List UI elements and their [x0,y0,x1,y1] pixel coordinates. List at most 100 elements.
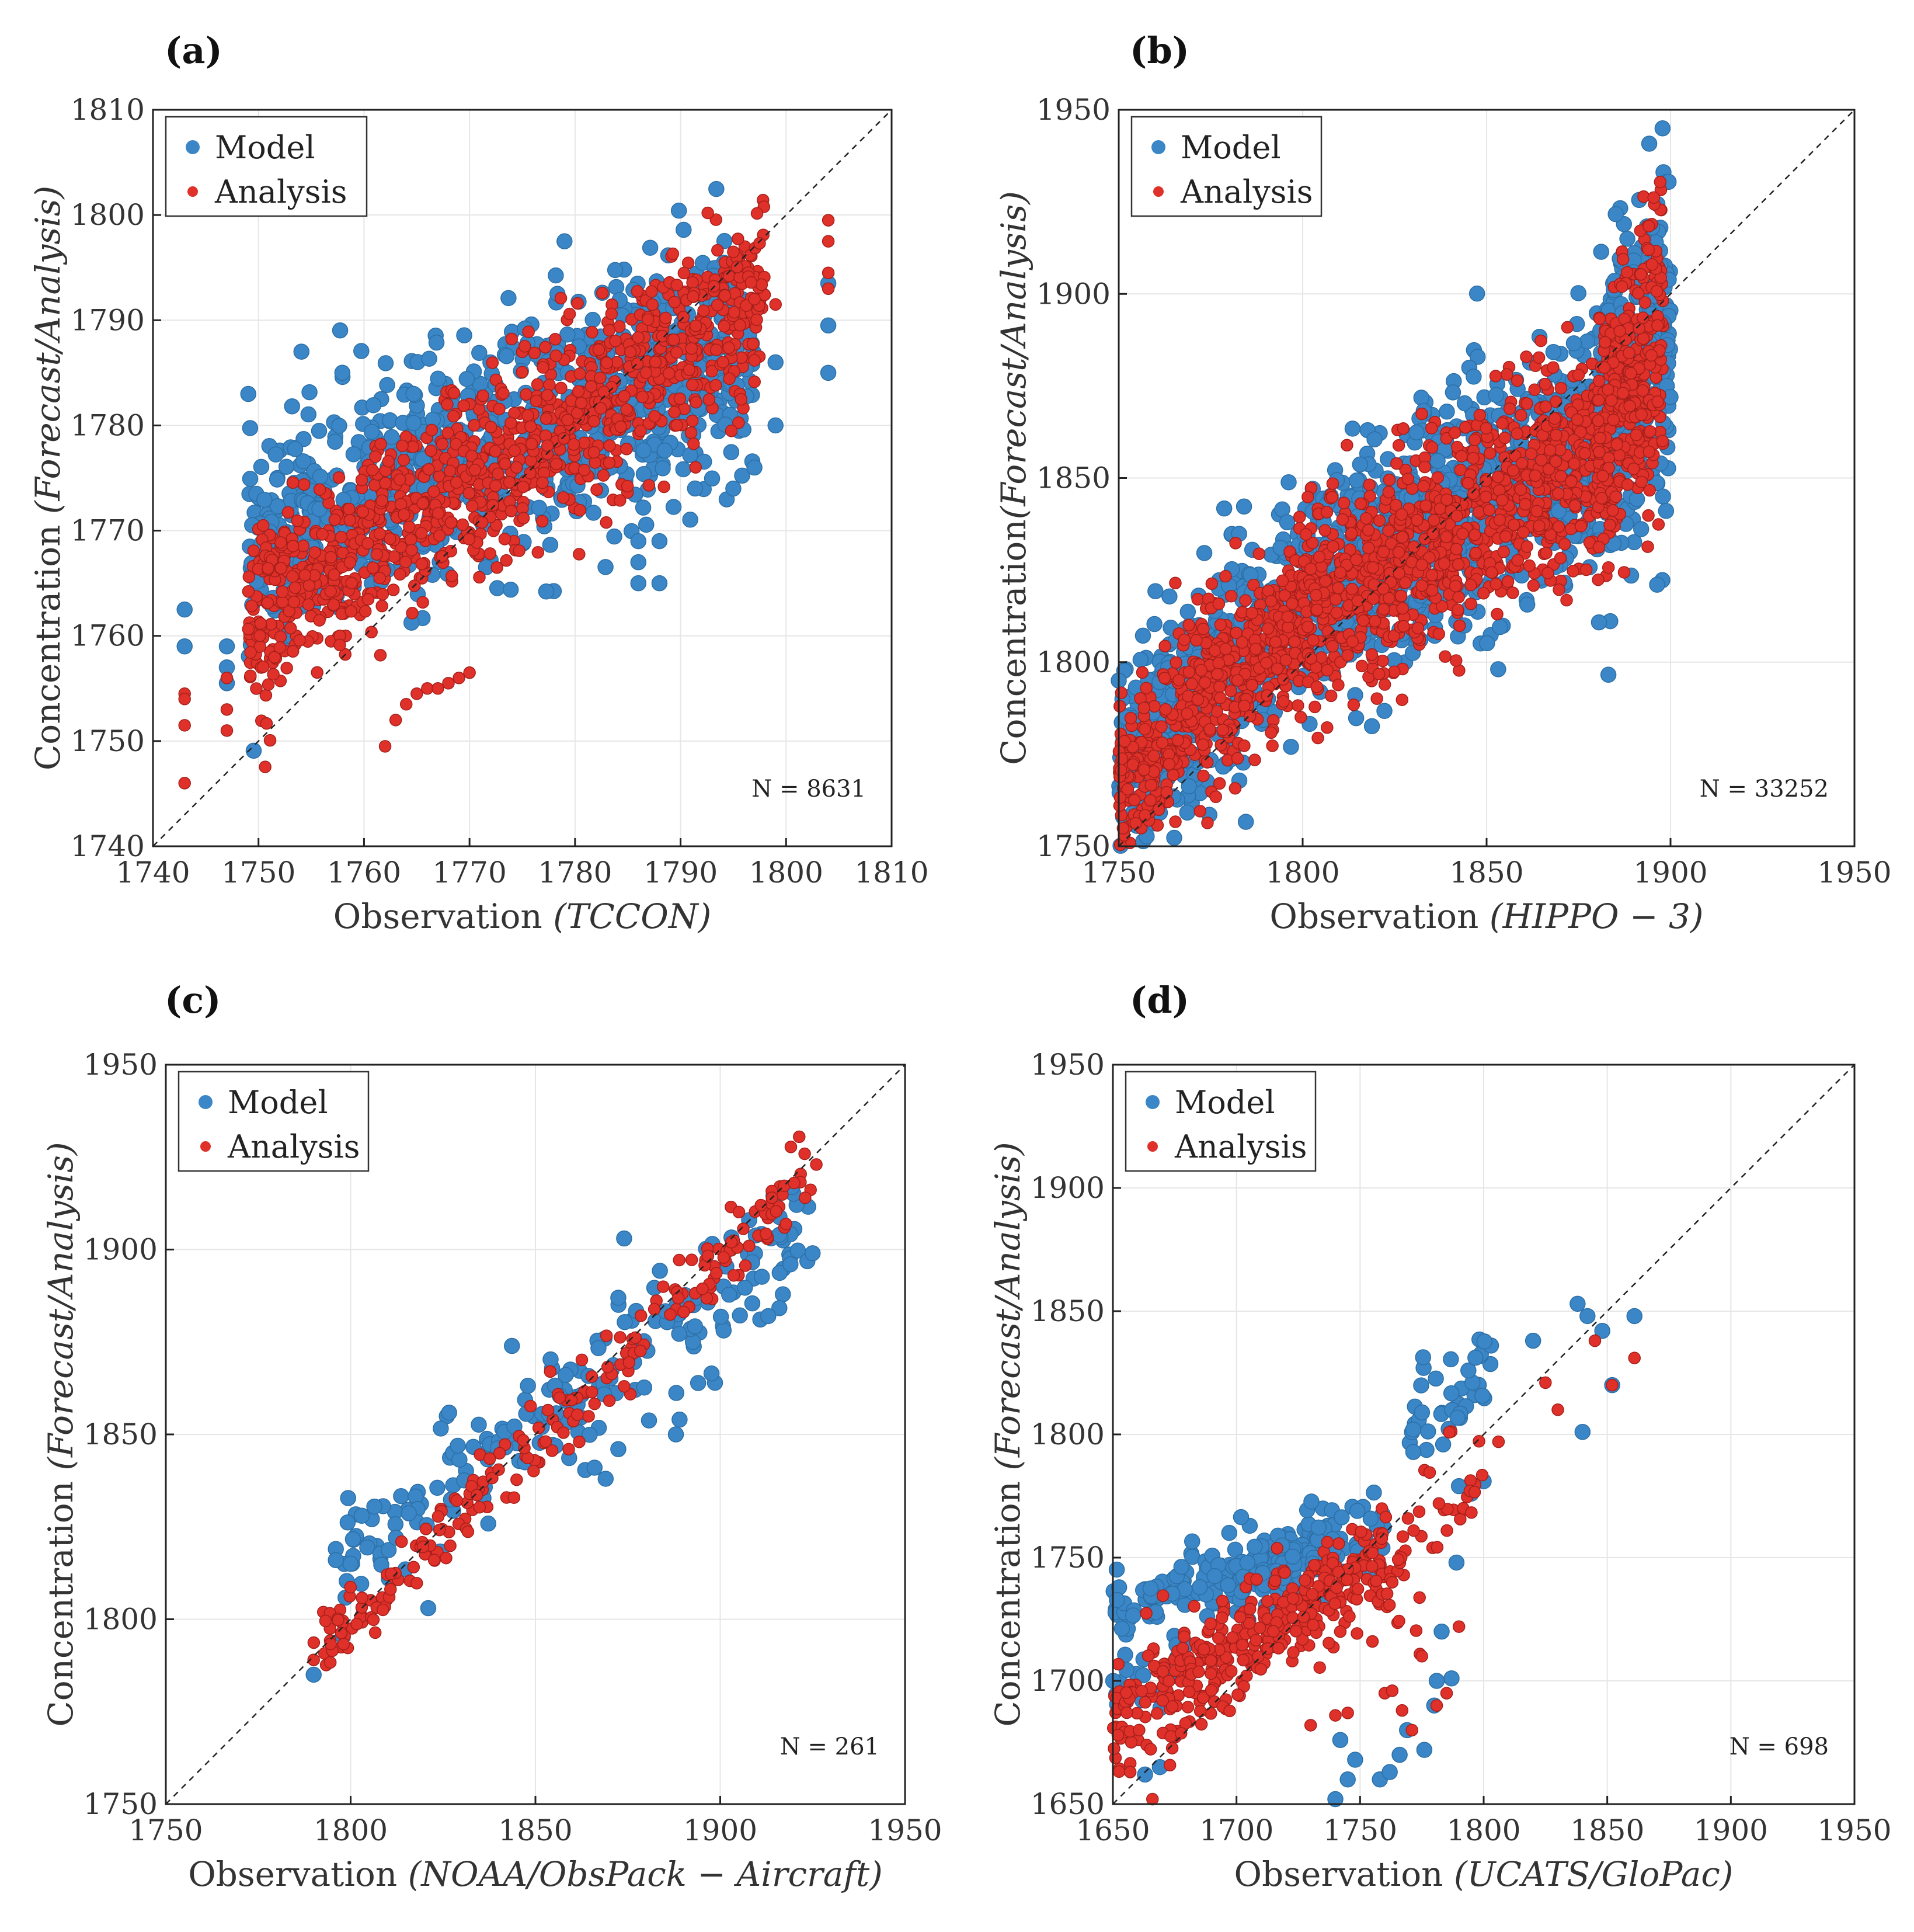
data-point [723,444,740,460]
data-point [365,397,382,413]
x-tick-label: 1790 [643,856,718,889]
data-point [697,304,710,317]
data-point [1355,659,1369,673]
data-point [1363,478,1376,491]
data-point [465,499,479,513]
data-point [1213,680,1226,693]
data-point [666,247,680,260]
data-point [624,345,637,359]
data-point [687,437,700,450]
data-point [1146,616,1163,633]
data-point [332,322,349,339]
data-point [463,666,476,679]
data-point [1260,656,1273,669]
data-point [670,419,683,432]
data-point [748,354,761,367]
data-point [541,388,554,402]
y-tick-label: 1750 [71,724,145,758]
data-point [722,341,735,355]
data-point [1545,343,1562,360]
data-point [373,571,386,585]
data-point [456,327,472,343]
data-point [436,550,448,563]
data-point [572,385,585,398]
data-point [1229,782,1242,795]
data-point [1115,752,1129,765]
data-point [498,457,511,470]
data-point [1124,711,1137,725]
panel-label: (b) [1130,29,1189,72]
data-point [542,537,559,553]
data-point [1468,285,1485,302]
data-point [500,290,517,307]
data-point [1219,569,1232,583]
data-point [716,232,733,249]
data-point [263,734,277,747]
data-point [517,512,530,524]
data-point [1311,731,1324,745]
data-point [746,459,763,476]
data-point [1197,769,1210,783]
data-point [313,483,326,496]
data-point [520,388,533,401]
data-point [302,598,315,611]
data-point [1137,701,1150,714]
data-point [642,239,659,256]
data-point [1140,682,1153,694]
data-point [1115,763,1127,777]
data-point [387,583,400,596]
data-point [324,551,337,564]
data-point [1607,206,1624,223]
data-point [573,503,587,517]
data-point [537,361,549,374]
data-point [1271,662,1284,675]
data-point [620,442,633,456]
panel-b: (b)1750 1800 1850 1900 195017501800185019001… [994,29,1892,936]
data-point [406,607,419,620]
data-point [651,533,668,550]
data-point [1466,369,1482,385]
data-point [1376,703,1393,720]
data-point [1216,500,1233,517]
data-point [284,398,300,415]
data-point [1238,699,1251,713]
data-point [382,412,398,429]
data-point [333,638,346,652]
data-point [356,505,370,519]
x-tick-label: 1810 [854,856,928,889]
data-point [638,516,655,533]
data-point [769,298,782,311]
data-point [1160,786,1173,799]
data-point [755,278,768,291]
data-point [704,470,721,487]
data-point [1147,749,1160,762]
data-point [503,475,516,489]
data-point [728,305,740,319]
data-point [1326,477,1339,490]
data-point [548,267,564,284]
data-point [1488,387,1505,404]
data-point [584,380,598,393]
data-point [1292,699,1304,712]
data-point [253,629,266,642]
data-point [711,298,724,312]
data-point [718,319,730,333]
data-point [1196,545,1213,561]
data-point [1135,627,1151,644]
data-point [1147,583,1164,600]
data-point [603,439,616,452]
data-point [1523,559,1536,572]
data-point [343,556,357,569]
data-point [1169,576,1182,589]
data-point [281,506,295,519]
data-point [242,623,255,635]
data-point [1534,334,1547,348]
data-point [1655,488,1671,505]
data-point [399,555,412,569]
data-point [675,461,691,478]
data-point [1243,710,1257,722]
data-point [1619,231,1635,247]
data-point [822,266,835,279]
data-point [1492,618,1508,635]
